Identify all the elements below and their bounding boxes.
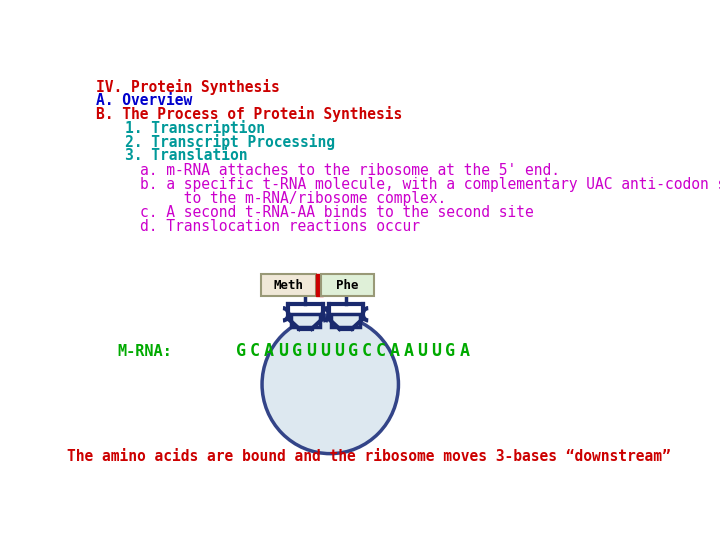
Bar bbox=[331, 314, 361, 327]
Text: A: A bbox=[403, 342, 413, 360]
Text: d. Translocation reactions occur: d. Translocation reactions occur bbox=[140, 219, 420, 234]
Text: 2. Transcript Processing: 2. Transcript Processing bbox=[125, 134, 335, 150]
Text: A: A bbox=[264, 342, 274, 360]
Text: b. a specific t-RNA molecule, with a complementary UAC anti-codon sequence, bind: b. a specific t-RNA molecule, with a com… bbox=[140, 177, 720, 192]
Bar bbox=[316, 274, 323, 296]
Text: U: U bbox=[320, 342, 330, 360]
Text: B. The Process of Protein Synthesis: B. The Process of Protein Synthesis bbox=[96, 106, 402, 123]
Text: a. m-RNA attaches to the ribosome at the 5' end.: a. m-RNA attaches to the ribosome at the… bbox=[140, 164, 560, 178]
Text: Phe: Phe bbox=[336, 279, 359, 292]
Text: C: C bbox=[376, 342, 386, 360]
Text: U: U bbox=[334, 342, 343, 360]
Ellipse shape bbox=[262, 315, 398, 454]
Text: U: U bbox=[278, 342, 288, 360]
Text: c. A second t-RNA-AA binds to the second site: c. A second t-RNA-AA binds to the second… bbox=[140, 205, 534, 220]
Text: U: U bbox=[306, 342, 316, 360]
Bar bbox=[321, 274, 374, 296]
Text: G: G bbox=[236, 342, 246, 360]
Text: to the m-RNA/ribosome complex.: to the m-RNA/ribosome complex. bbox=[140, 191, 446, 206]
Text: U: U bbox=[431, 342, 441, 360]
Text: C: C bbox=[250, 342, 260, 360]
Text: The amino acids are bound and the ribosome moves 3-bases “downstream”: The amino acids are bound and the riboso… bbox=[67, 449, 671, 464]
Text: U: U bbox=[418, 342, 428, 360]
Text: G: G bbox=[446, 342, 455, 360]
Text: G: G bbox=[292, 342, 302, 360]
Text: 1. Transcription: 1. Transcription bbox=[125, 120, 265, 136]
Text: G: G bbox=[348, 342, 358, 360]
Text: IV. Protein Synthesis: IV. Protein Synthesis bbox=[96, 79, 280, 94]
Bar bbox=[291, 314, 320, 327]
Text: C: C bbox=[361, 342, 372, 360]
Text: A: A bbox=[390, 342, 400, 360]
Text: A. Overview: A. Overview bbox=[96, 92, 192, 107]
Bar bbox=[261, 274, 316, 296]
Text: 3. Translation: 3. Translation bbox=[125, 148, 248, 163]
Text: Meth: Meth bbox=[274, 279, 303, 292]
Text: M-RNA:: M-RNA: bbox=[117, 344, 172, 359]
Text: A: A bbox=[459, 342, 469, 360]
